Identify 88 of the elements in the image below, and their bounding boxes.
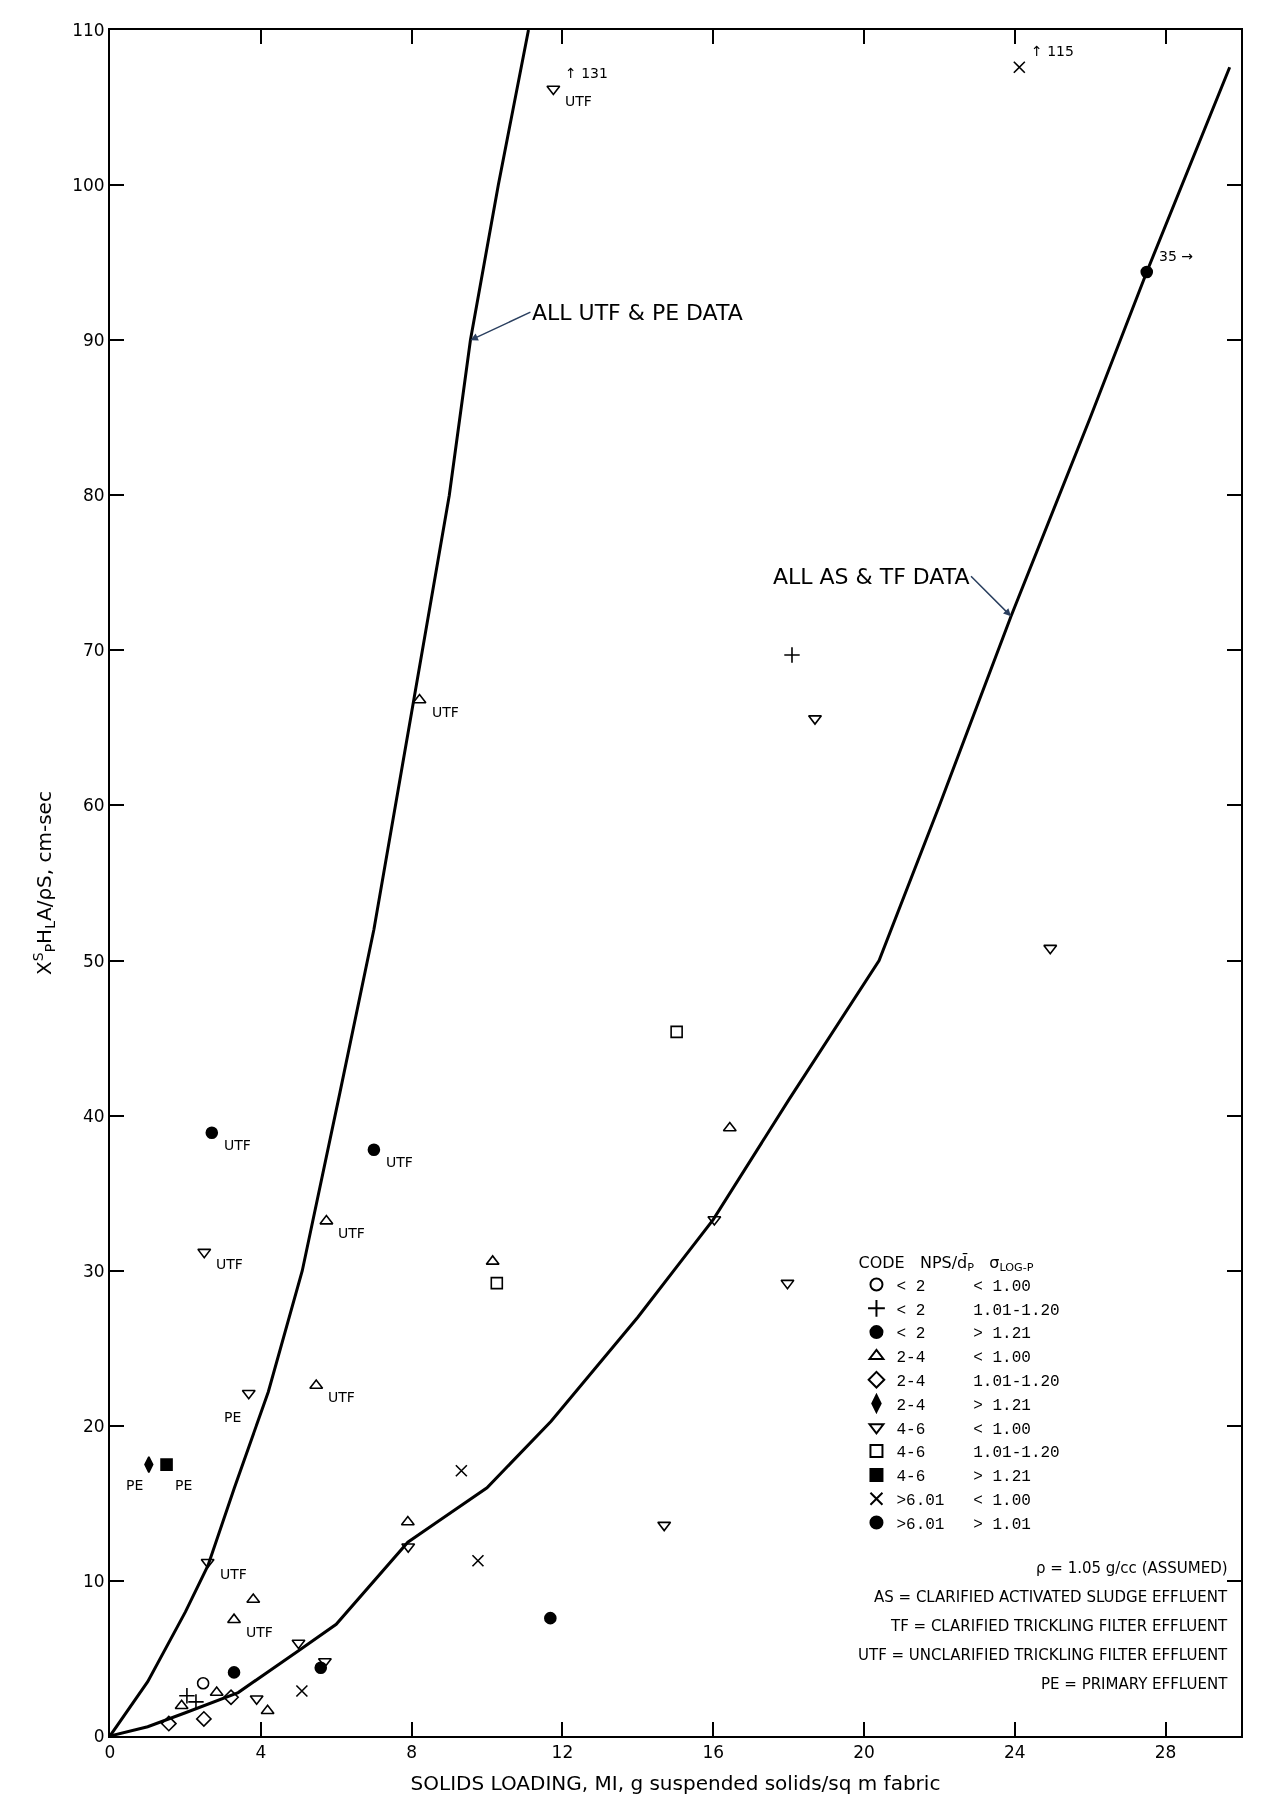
annotation: UTF: [216, 1256, 243, 1272]
annotation: UTF: [432, 704, 459, 720]
point: [722, 1121, 737, 1132]
point: [1013, 60, 1026, 74]
point: [546, 85, 561, 96]
y-tick-label: 110: [72, 19, 105, 40]
legend-label: 2-4 < 1.00: [896, 1349, 1031, 1368]
annotation: UTF = UNCLARIFIED TRICKLING FILTER EFFLUENT: [858, 1646, 1229, 1664]
annotation: PE: [126, 1477, 144, 1493]
legend-label: 4-6 < 1.00: [896, 1420, 1031, 1439]
point: [367, 1143, 381, 1157]
point: [309, 1379, 324, 1390]
y-tick-label: 70: [82, 640, 105, 661]
x-tick-label: 24: [1003, 1742, 1026, 1763]
y-tick-label: 20: [82, 1415, 105, 1436]
annotation: ρ = 1.05 g/cc (ASSUMED): [1036, 1559, 1228, 1577]
annotation: TF = CLARIFIED TRICKLING FILTER EFFLUENT: [890, 1617, 1228, 1635]
annotation: UTF: [338, 1225, 365, 1241]
legend-label: 2-4 > 1.21: [896, 1396, 1031, 1415]
point: [196, 1676, 210, 1690]
y-tick-label: 60: [82, 795, 105, 816]
annotation: UTF: [246, 1624, 273, 1640]
annotation: ↑ 131: [565, 65, 608, 81]
annotation: PE = PRIMARY EFFLUENT: [1041, 1675, 1229, 1693]
y-tick-label: 10: [82, 1570, 105, 1591]
y-tick-label: 100: [72, 175, 105, 196]
legend-label: 4-6 > 1.21: [896, 1468, 1031, 1487]
point: [197, 1248, 212, 1259]
x-tick-label: 28: [1154, 1742, 1177, 1763]
point: [209, 1686, 224, 1697]
annotation: PE: [224, 1409, 242, 1425]
point: [291, 1639, 306, 1650]
point: [223, 1689, 239, 1706]
point: [319, 1214, 334, 1225]
legend-label: >6.01 > 1.01: [896, 1515, 1031, 1534]
point: [780, 1279, 795, 1290]
y-tick-label: 50: [82, 950, 105, 971]
x-tick-label: 4: [255, 1742, 267, 1763]
x-axis-title: SOLIDS LOADING, MI, g suspended solids/sq m fabric: [410, 1771, 941, 1796]
point: [227, 1666, 241, 1679]
legend-label: 2-4 1.01-1.20: [896, 1372, 1060, 1391]
annotation: UTF: [386, 1154, 413, 1170]
y-tick-label: 0: [93, 1725, 105, 1746]
point: [260, 1704, 275, 1715]
text: CODE NPS/d̄$_{P}$ σ$_{LOG-P}$: [858, 1252, 1034, 1274]
point: [400, 1515, 415, 1526]
point: [670, 1025, 683, 1039]
point: [657, 1521, 672, 1532]
x-tick-label: 20: [853, 1742, 875, 1763]
x-tick-label: 12: [551, 1742, 574, 1763]
x-tick-label: 16: [702, 1742, 725, 1763]
y-tick-label: 30: [82, 1260, 105, 1281]
x-tick-label: 8: [406, 1742, 418, 1763]
y-tick-label: 90: [82, 330, 105, 351]
point: [401, 1543, 416, 1554]
annotation: 35 →: [1159, 248, 1194, 264]
annotation: ALL UTF & PE DATA: [532, 300, 743, 325]
annotation: UTF: [224, 1137, 251, 1153]
point: [160, 1458, 173, 1471]
y-tick-label: 40: [82, 1105, 105, 1126]
annotation: UTF: [565, 93, 592, 109]
annotation: UTF: [220, 1566, 247, 1582]
annotation: PE: [175, 1477, 193, 1493]
legend-label: < 2 > 1.21: [896, 1325, 1031, 1344]
legend-label: < 2 1.01-1.20: [896, 1301, 1060, 1320]
point: [455, 1464, 468, 1478]
point: [241, 1389, 256, 1400]
point: [246, 1593, 261, 1604]
point: [783, 646, 801, 664]
y-tick-label: 80: [82, 485, 105, 506]
point: [174, 1699, 189, 1710]
legend-label: >6.01 < 1.00: [896, 1491, 1031, 1510]
legend-label: 4-6 1.01-1.20: [896, 1444, 1060, 1463]
point: [412, 693, 427, 704]
point: [249, 1695, 264, 1706]
point: [205, 1126, 219, 1139]
legend-label: < 2 < 1.00: [896, 1277, 1031, 1296]
annotation: ALL AS & TF DATA: [773, 564, 970, 589]
point: [544, 1611, 557, 1625]
annotation: UTF: [328, 1389, 355, 1405]
point: [195, 1710, 212, 1727]
point: [490, 1276, 504, 1290]
point: [200, 1558, 215, 1569]
annotation: ↑ 115: [1031, 43, 1074, 59]
point: [1043, 944, 1058, 955]
point: [471, 1554, 485, 1568]
annotation: AS = CLARIFIED ACTIVATED SLUDGE EFFLUENT: [874, 1588, 1228, 1606]
point: [160, 1715, 177, 1732]
